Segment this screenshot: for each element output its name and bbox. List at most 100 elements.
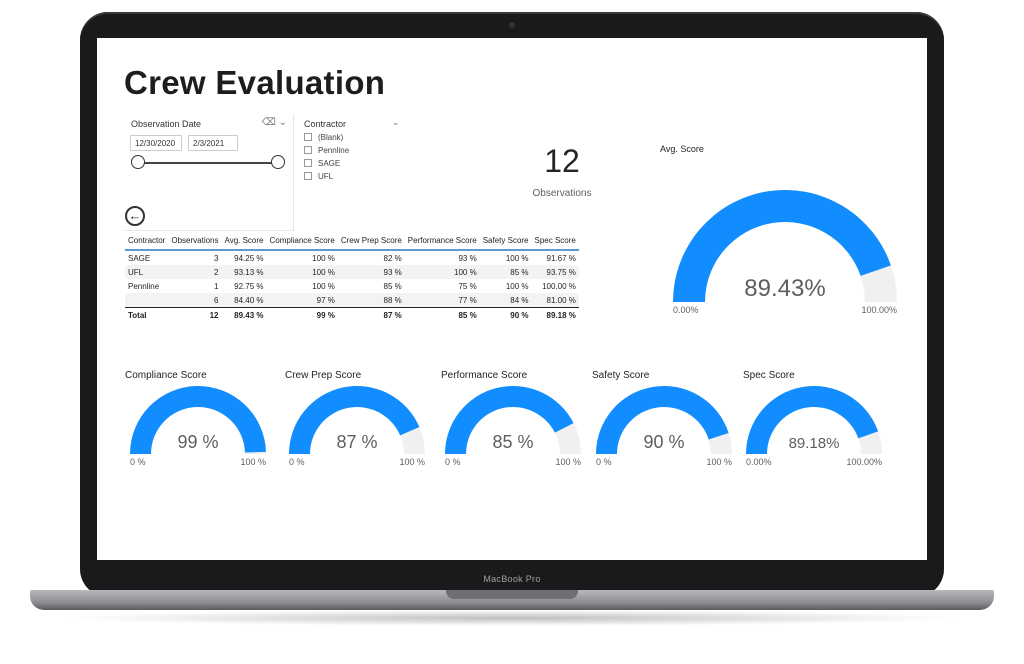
option-label: SAGE [318,158,341,168]
total-cell: 90 % [479,307,532,322]
total-cell: Total [125,307,169,322]
table-row[interactable]: 6 84.40 % 97 % 88 % 77 % 84 % 81.00 % [125,293,579,308]
gauge-fill [445,386,574,454]
range-start-handle[interactable] [131,155,145,169]
start-date-input[interactable]: 12/30/2020 [130,135,182,151]
gauge-fill [746,385,879,454]
table-cell: 82 % [383,253,402,263]
contractor-option[interactable]: Pennline [304,144,349,156]
gauge-value-label: 89.18% [789,435,840,452]
total-cell: 99 % [266,307,338,322]
total-cell: 87 % [337,307,405,322]
table-cell: 100 % [404,265,480,279]
table-cell: 84.40 % [221,293,267,308]
gauge-value-label: 85 % [492,432,533,452]
column-header[interactable]: Performance Score [404,234,480,251]
report-canvas: Crew Evaluation Observation Date ⌫ ⌄ 12/… [97,38,927,560]
gauge-min-label: 0.00% [746,457,772,467]
table-row[interactable]: SAGE 3 94.25 % 100 % 82 % 93 % 100 % 91.67 % [125,250,579,265]
column-header[interactable]: Observations [168,234,222,251]
gauge-max-label: 100.00% [861,305,897,315]
contractor-option[interactable]: SAGE [304,157,340,169]
column-header[interactable]: Compliance Score [266,234,338,251]
gauge-fill [673,190,891,302]
table-cell: 75 % [458,281,477,291]
table-cell [125,293,169,308]
table-cell: 100 % [266,265,338,279]
avg-score-gauge: 89.43% [673,190,897,302]
gauge-max-label: 100.00% [846,457,882,467]
column-header[interactable]: Crew Prep Score [337,234,405,251]
column-header[interactable]: Contractor [125,234,169,251]
gauge-value-label: 90 % [643,432,684,452]
table-cell: 88 % [337,293,405,308]
checkbox[interactable] [304,133,312,141]
table-cell: 93 % [458,253,477,263]
gauge-min-label: 0.00% [673,305,699,315]
gauge-value-label: 87 % [336,432,377,452]
gauge-title: Spec Score [743,370,795,381]
option-label: UFL [318,171,334,181]
checkbox[interactable] [304,172,312,180]
contractor-option[interactable]: UFL [304,170,333,182]
observations-kpi-label: Observations [532,188,592,199]
checkbox[interactable] [304,159,312,167]
avg-score-title: Avg. Score [660,144,704,154]
gauge-fill [130,386,266,454]
table-cell: UFL [125,265,169,279]
column-header[interactable]: Avg. Score [221,234,267,251]
table-cell: 100 % [505,281,529,291]
table-cell: 93 % [337,265,405,279]
score-gauge: 90 % [596,386,732,454]
gauge-title: Compliance Score [125,370,207,381]
gauge-max-label: 100 % [240,457,266,467]
observation-date-slicer[interactable]: Observation Date ⌫ ⌄ 12/30/2020 2/3/2021 [125,114,294,231]
eraser-icon[interactable]: ⌫ ⌄ [261,117,287,128]
table-cell: SAGE [128,253,151,263]
table-cell: 85 % [383,281,402,291]
total-cell: 12 [168,307,222,322]
table-cell: 100.00 % [542,281,576,291]
table-cell: 94.25 % [234,253,264,263]
gauge-min-label: 0 % [289,457,305,467]
option-label: (Blank) [318,132,344,142]
gauge-max-label: 100 % [399,457,425,467]
score-gauge: 85 % [445,386,581,454]
score-gauge: 87 % [289,386,425,454]
gauge-fill [289,386,420,454]
table-cell: 92.75 % [234,281,264,291]
contractor-option[interactable]: (Blank) [304,131,343,143]
contractor-slicer[interactable]: Contractor ⌄ (Blank) Pennline SAGE UFL [302,114,402,189]
gauge-min-label: 0 % [130,457,146,467]
gauge-fill [596,386,729,454]
table-cell: 85 % [479,265,532,279]
column-header[interactable]: Safety Score [479,234,532,251]
checkbox[interactable] [304,146,312,154]
table-cell: 84 % [479,293,532,308]
table-cell: 100 % [312,253,335,263]
table-cell: 1 [214,281,219,291]
gauge-min-label: 0 % [445,457,461,467]
total-cell: 89.43 % [221,307,267,322]
score-gauge: 99 % [130,386,266,454]
brand-label: MacBook Pro [483,574,541,584]
gauge-value-label: 89.43% [744,275,825,302]
column-header[interactable]: Spec Score [531,234,579,251]
gauge-title: Performance Score [441,370,528,381]
table-cell: 91.67 % [546,253,576,263]
table-row[interactable]: Pennline 1 92.75 % 100 % 85 % 75 % 100 % 100.00… [125,279,579,293]
total-cell: 89.18 % [531,307,579,322]
back-arrow-icon[interactable]: ← [125,206,145,226]
table-cell: 81.00 % [531,293,579,308]
table-cell: 93.75 % [531,265,579,279]
total-cell: 85 % [404,307,480,322]
table-cell: 97 % [266,293,338,308]
range-end-handle[interactable] [271,155,285,169]
option-label: Pennline [318,145,350,155]
end-date-input[interactable]: 2/3/2021 [188,135,238,151]
date-range-track[interactable] [138,162,278,164]
table-cell: 3 [214,253,219,263]
table-row[interactable]: UFL 2 93.13 % 100 % 93 % 100 % 85 % 93.75 % [125,265,579,279]
chevron-down-icon[interactable]: ⌄ [392,117,400,127]
observations-kpi-value: 12 [544,143,580,179]
